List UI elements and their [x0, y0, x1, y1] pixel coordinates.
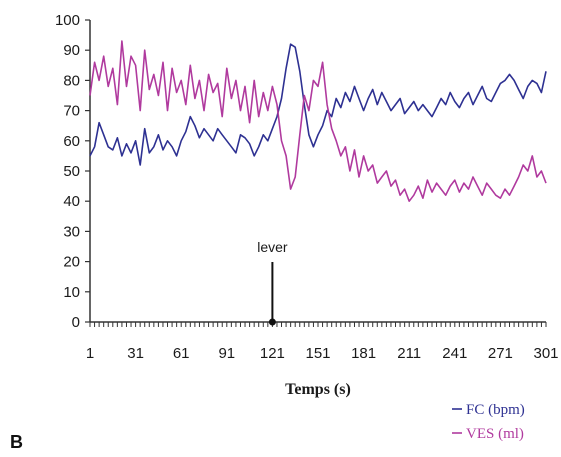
y-tick-label: 0	[72, 314, 80, 331]
y-tick-label: 50	[63, 163, 80, 180]
x-tick-label: 61	[173, 345, 190, 362]
legend-item-fc: FC (bpm)	[452, 402, 525, 418]
legend-item-ves: VES (ml)	[452, 426, 524, 442]
annotation-layer: lever	[257, 239, 288, 326]
lever-annotation-marker	[268, 318, 276, 326]
x-tick-label: 211	[397, 345, 421, 362]
legend-label-ves: VES (ml)	[466, 426, 524, 442]
x-tick-label: 301	[533, 345, 558, 362]
x-tick-label: 31	[127, 345, 144, 362]
y-tick-label: 90	[63, 42, 80, 59]
legend-label-fc: FC (bpm)	[466, 402, 525, 418]
y-tick-label: 10	[63, 284, 80, 301]
x-tick-label: 1	[86, 345, 94, 362]
y-tick-label: 80	[63, 72, 80, 89]
x-tick-label: 91	[218, 345, 235, 362]
series-layer	[89, 40, 547, 202]
y-tick-label: 70	[63, 103, 80, 120]
panel-label: B	[10, 432, 23, 452]
x-axis-title: Temps (s)	[285, 381, 351, 398]
x-tick-label: 241	[442, 345, 467, 362]
y-tick-label: 60	[63, 133, 80, 150]
y-tick-label: 20	[63, 254, 80, 271]
x-tick-label: 121	[260, 345, 285, 362]
legend: FC (bpm) VES (ml)	[452, 402, 525, 442]
y-tick-label: 40	[63, 193, 80, 210]
lever-annotation-label: lever	[257, 239, 288, 255]
x-tick-label: 151	[305, 345, 330, 362]
y-tick-label: 30	[63, 223, 80, 240]
y-tick-label: 100	[55, 12, 80, 29]
y-axis-ticks: 0 10 20 30 40 50 60 70 80 90 100	[55, 12, 90, 331]
series-line-ves	[89, 40, 547, 202]
x-axis-ticks: 1 31 61 91 121 151 181 211 241 271 301	[86, 322, 559, 362]
x-tick-label: 181	[351, 345, 376, 362]
x-tick-label: 271	[488, 345, 513, 362]
series-line-fc	[89, 43, 547, 166]
